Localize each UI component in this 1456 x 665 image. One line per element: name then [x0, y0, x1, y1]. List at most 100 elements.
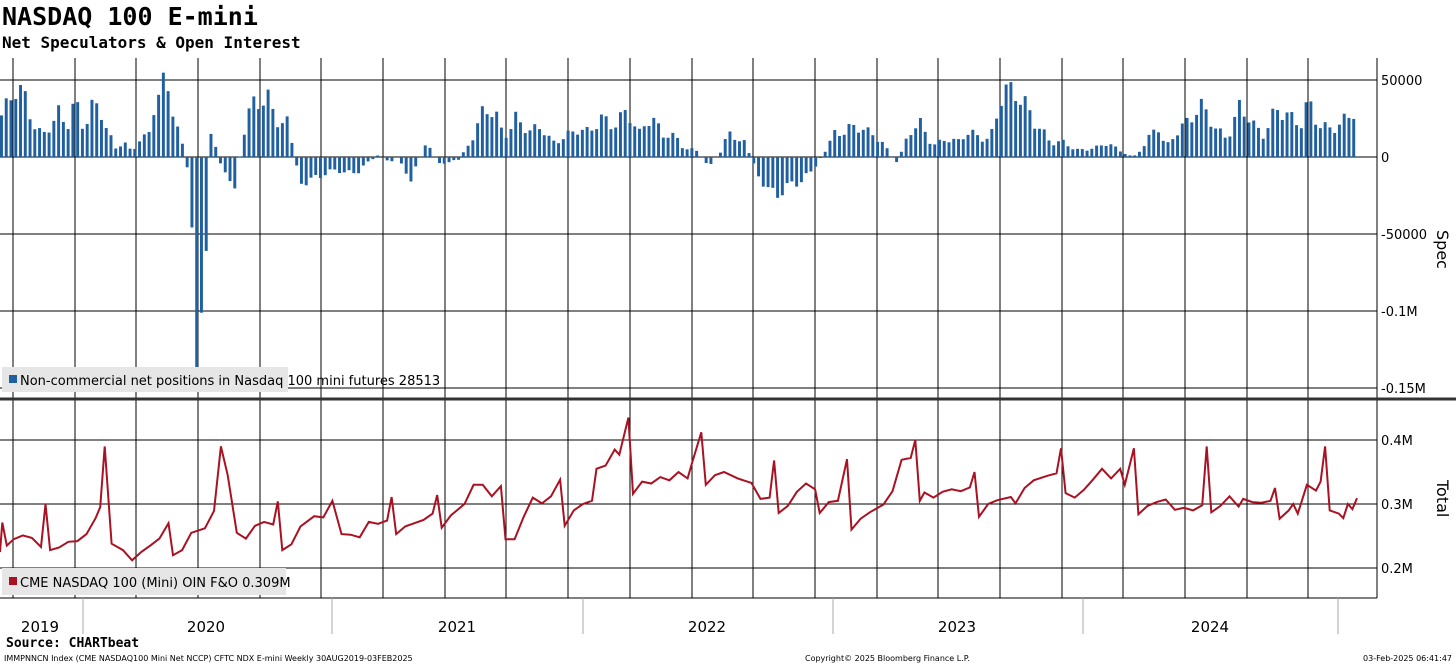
- spec-bar: [1237, 99, 1241, 157]
- spec-bar: [818, 157, 822, 159]
- spec-bar: [247, 108, 251, 157]
- spec-bar: [876, 141, 880, 157]
- spec-bar: [685, 149, 689, 157]
- footer-copyright: Copyright© 2025 Bloomberg Finance L.P.: [805, 654, 970, 663]
- spec-bar: [271, 108, 275, 157]
- spec-bar: [1142, 146, 1146, 157]
- spec-bar: [461, 152, 465, 157]
- spec-bar: [880, 141, 884, 157]
- spec-bar: [518, 122, 522, 157]
- spec-bar: [228, 157, 232, 182]
- spec-bar: [1176, 135, 1180, 157]
- spec-bar: [785, 157, 789, 184]
- spec-bar: [928, 143, 932, 157]
- spec-bar: [152, 115, 156, 157]
- spec-bar: [147, 131, 151, 157]
- spec-bar: [380, 157, 384, 158]
- spec-bar: [399, 157, 403, 164]
- spec-bar: [128, 148, 132, 157]
- spec-bar: [933, 144, 937, 157]
- spec-bar: [585, 126, 589, 157]
- spec-bar: [471, 140, 475, 157]
- spec-bar: [757, 157, 761, 177]
- spec-bar: [357, 157, 361, 174]
- spec-bar: [266, 89, 270, 157]
- spec-bar: [342, 157, 346, 173]
- spec-bar: [599, 114, 603, 157]
- spec-bar: [447, 157, 451, 163]
- chart-subtitle: Net Speculators & Open Interest: [2, 33, 301, 52]
- spec-bar: [804, 157, 808, 174]
- spec-bar: [623, 110, 627, 157]
- spec-bar: [219, 157, 222, 164]
- spec-bar: [1280, 120, 1284, 157]
- spec-bar: [747, 153, 751, 157]
- spec-bar: [57, 105, 61, 157]
- spec-bar: [1014, 101, 1018, 157]
- spec-bar: [923, 131, 927, 157]
- spec-bar: [828, 140, 832, 157]
- spec-bar: [428, 147, 432, 157]
- spec-bar: [814, 157, 818, 167]
- spec-bar: [909, 135, 913, 157]
- spec-bar: [442, 157, 446, 164]
- spec-bar: [580, 129, 584, 157]
- spec-bar: [1037, 128, 1041, 157]
- spec-bar: [104, 128, 108, 157]
- spec-bar: [171, 116, 175, 157]
- spec-bar: [33, 129, 37, 157]
- spec-bar: [614, 127, 618, 157]
- spec-bar: [1252, 120, 1256, 157]
- spec-legend: Non-commercial net positions in Nasdaq 1…: [2, 367, 440, 392]
- spec-bar: [952, 138, 956, 157]
- spec-bar: [866, 127, 870, 157]
- spec-bar: [885, 148, 889, 157]
- spec-bar: [985, 138, 989, 157]
- spec-bar: [290, 142, 294, 157]
- spec-bar: [638, 128, 641, 157]
- spec-bar: [1128, 155, 1132, 157]
- spec-bar: [1266, 128, 1270, 157]
- spec-bar: [1166, 142, 1170, 157]
- spec-bar: [528, 130, 532, 157]
- spec-bar: [1352, 118, 1356, 157]
- axes: 50000 0 -50000 -0.1M -0.15M 0.4M 0.3M 0.2M 2019 2…: [0, 58, 1456, 636]
- spec-bar: [904, 138, 908, 157]
- spec-bar: [285, 116, 289, 157]
- spec-bar: [1123, 153, 1127, 157]
- spec-bar: [1299, 128, 1303, 157]
- spec-bar: [319, 157, 322, 178]
- spec-bar: [918, 118, 922, 157]
- spec-bar: [1080, 149, 1084, 157]
- spec-bar: [995, 118, 999, 157]
- spec-bar: [85, 123, 89, 157]
- spec-bar: [871, 135, 875, 157]
- spec-bar: [514, 111, 518, 157]
- spec-bar: [133, 148, 137, 157]
- grid-lines: [0, 58, 1377, 598]
- spec-bar: [161, 72, 165, 157]
- spec-bar: [180, 143, 184, 157]
- spec-bar: [938, 139, 941, 157]
- spec-bar: [1314, 124, 1318, 157]
- spec-bar: [1347, 117, 1351, 157]
- spec-bar: [761, 157, 765, 187]
- spec-bar: [209, 133, 213, 157]
- spec-bar: [485, 114, 489, 157]
- spec-bar: [1218, 128, 1222, 157]
- spec-bar: [1028, 110, 1032, 157]
- spec-bar: [438, 157, 441, 164]
- spec-bar: [1161, 140, 1165, 157]
- spec-bar: [661, 137, 665, 157]
- chart-title: NASDAQ 100 E-mini: [2, 2, 258, 31]
- spec-bar: [1047, 140, 1051, 157]
- spec-bar: [847, 124, 851, 157]
- spec-bar: [490, 117, 494, 157]
- spec-bar: [1052, 145, 1056, 157]
- spec-bar: [576, 134, 580, 157]
- spec-bar: [1214, 128, 1218, 157]
- spec-bar: [1195, 114, 1199, 157]
- spec-bar: [499, 127, 503, 157]
- spec-bar: [276, 127, 280, 157]
- spec-bar: [142, 134, 146, 157]
